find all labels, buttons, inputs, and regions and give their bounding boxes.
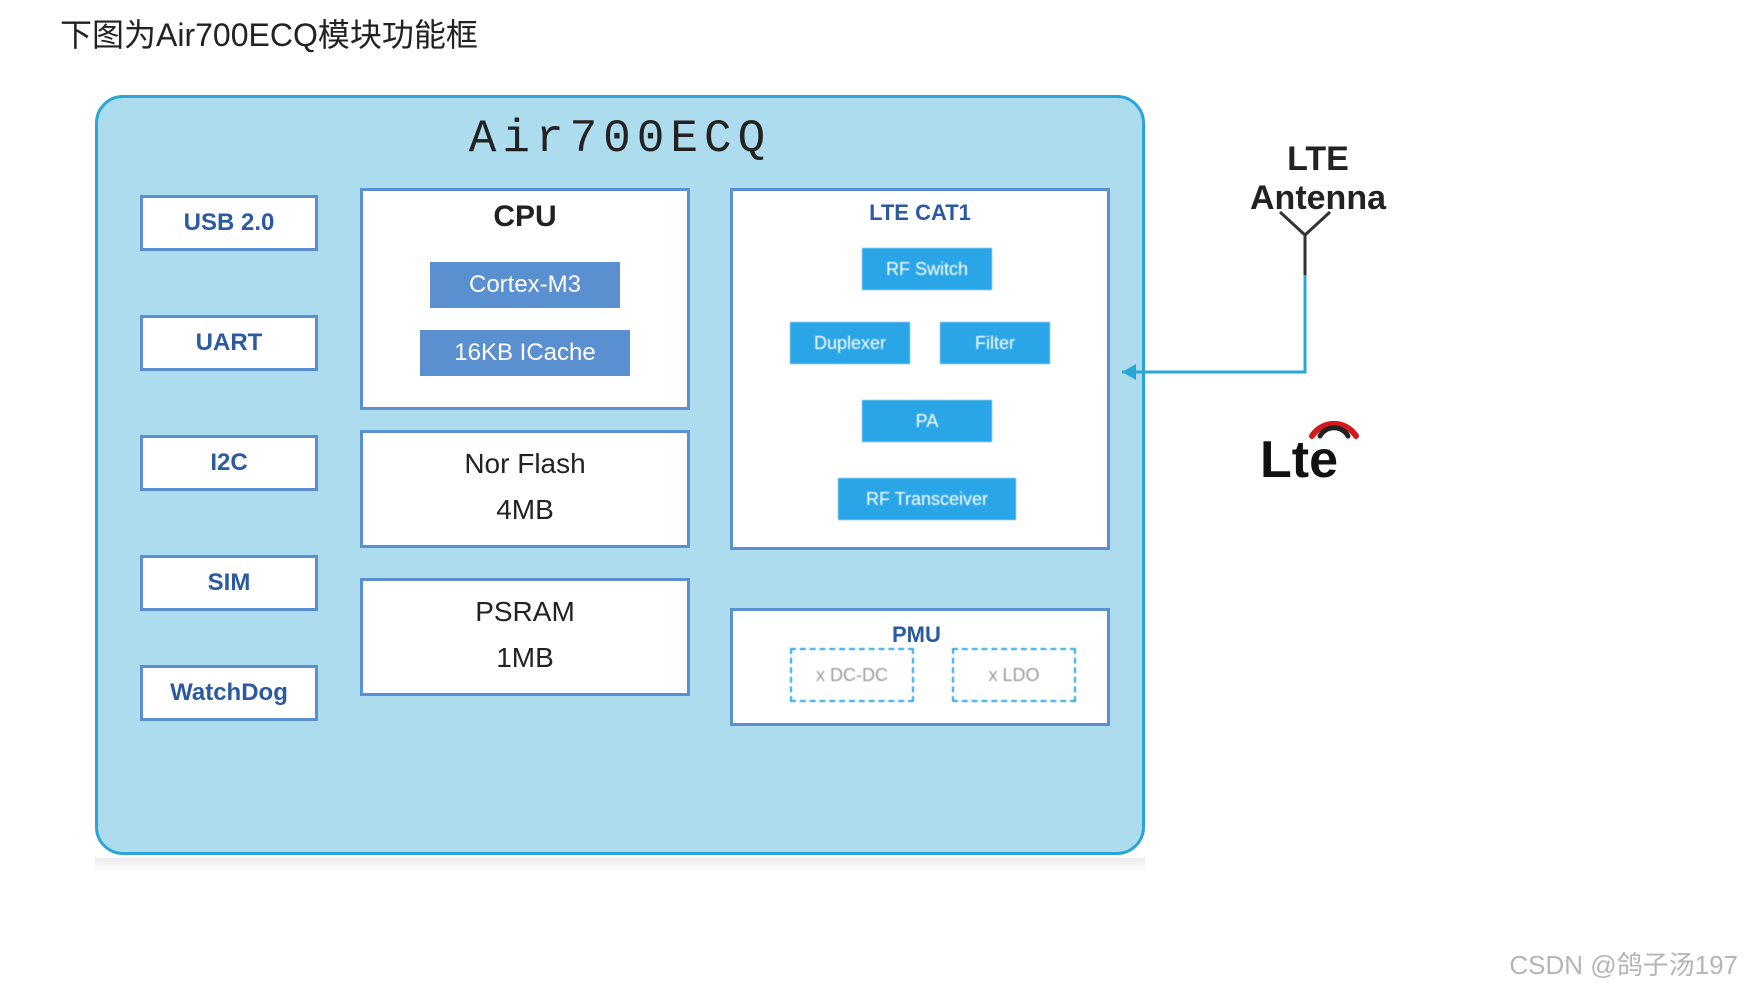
lte-logo: Lte bbox=[1260, 430, 1338, 490]
antenna-connector bbox=[0, 0, 1750, 990]
shadow-bar bbox=[95, 858, 1145, 872]
antenna-wire bbox=[1122, 275, 1305, 380]
lte-logo-waves-icon bbox=[1306, 402, 1366, 442]
watermark: CSDN @鸽子汤197 bbox=[1509, 945, 1738, 982]
antenna-icon bbox=[1280, 212, 1330, 275]
